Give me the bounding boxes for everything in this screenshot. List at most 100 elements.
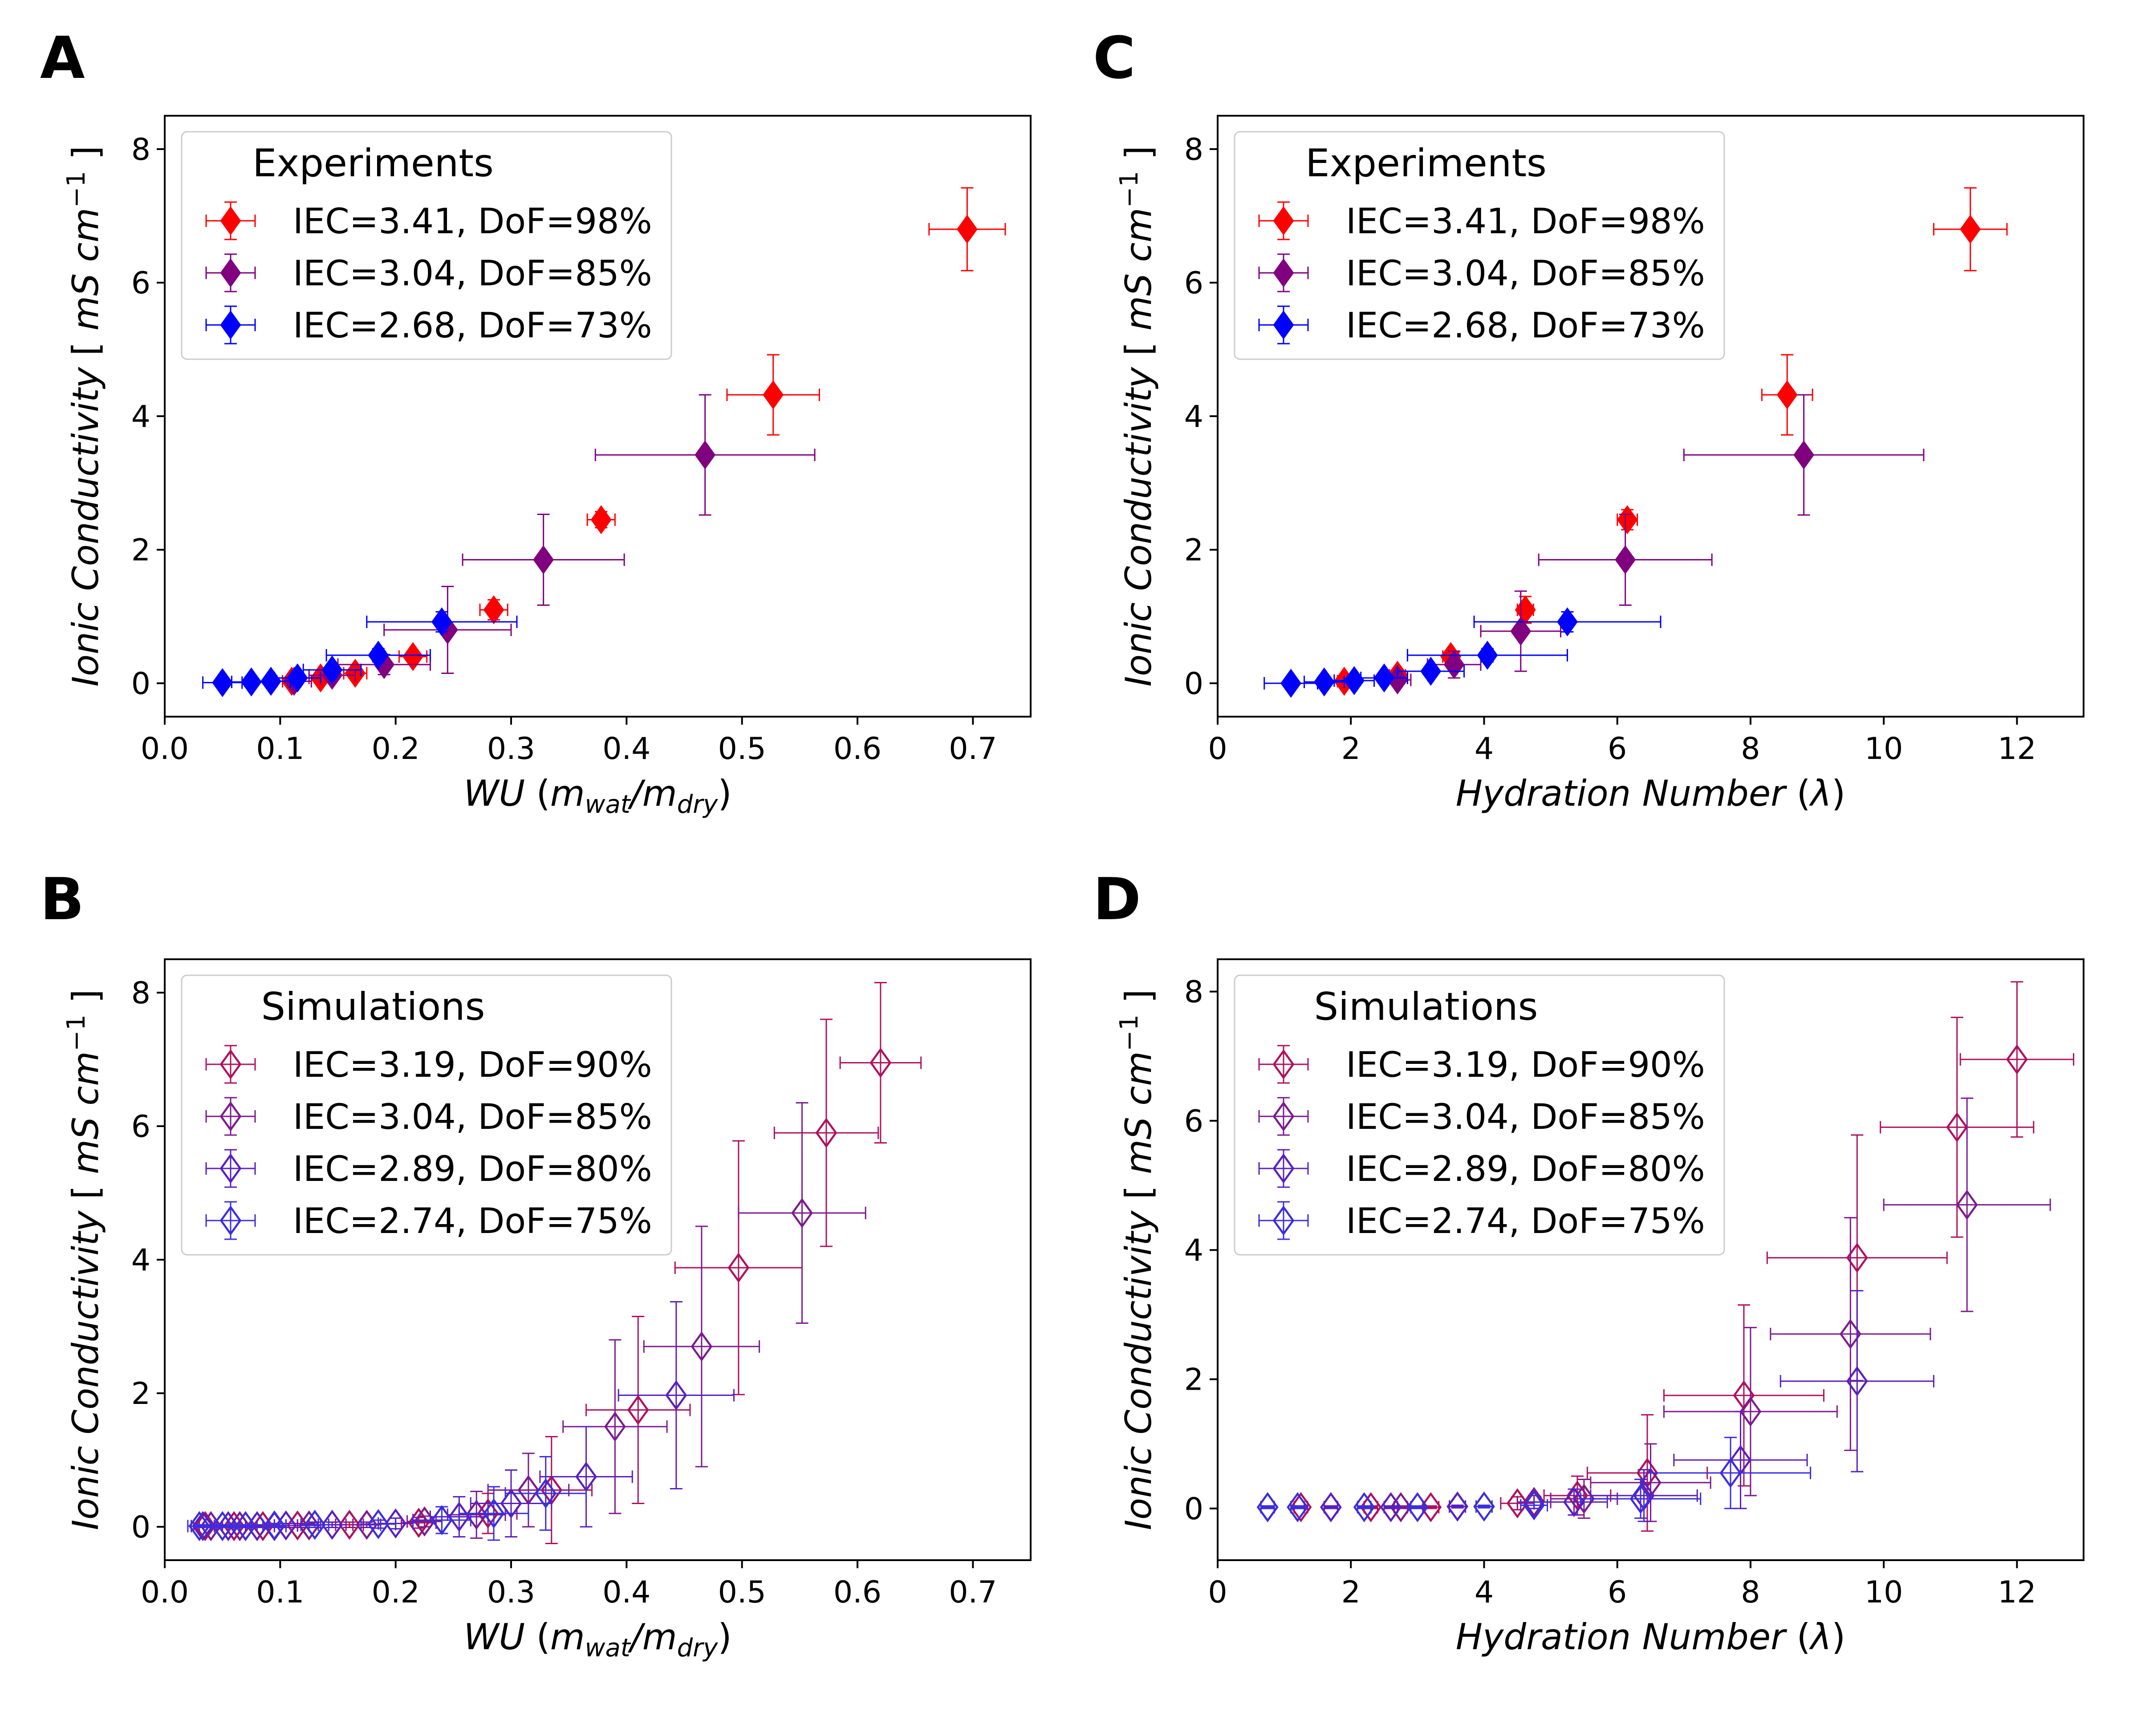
y-axis-label: Ionic Conductivity [ mS cm−1 ] (1115, 146, 1159, 686)
legend-entry: IEC=3.04, DoF=85% (205, 253, 652, 294)
legend: Simulations IEC=3.19, DoF=90% IEC=3.04, Do… (1234, 974, 1725, 1256)
x-tick-label: 0.1 (256, 1575, 304, 1610)
data-point (1523, 1490, 1545, 1521)
legend-entry: IEC=3.04, DoF=85% (205, 1097, 652, 1137)
panel-letter: B (40, 865, 84, 933)
legend-marker (220, 258, 241, 288)
series-2 (1383, 394, 1925, 695)
data-point (1353, 1492, 1375, 1522)
x-tick-label: 0.0 (141, 731, 189, 767)
data-point (1313, 667, 1335, 697)
y-tick-label: 2 (1184, 533, 1203, 568)
data-point (535, 1478, 557, 1509)
x-tick-label: 8 (1741, 731, 1760, 767)
legend-entry: IEC=2.89, DoF=80% (1258, 1149, 1705, 1189)
chart-panel-d: D 0 2 4 6 8 10 12 0 2 4 6 8 Hydration Number (λ) Ionic… (1093, 865, 2084, 1658)
legend-marker (219, 1153, 242, 1184)
data-point (590, 505, 612, 535)
data-point (212, 668, 233, 698)
y-tick-label: 8 (131, 132, 150, 167)
x-tick-label: 0.4 (602, 1575, 650, 1610)
legend-entry: IEC=3.41, DoF=98% (1258, 201, 1705, 242)
data-point (1390, 1492, 1412, 1522)
x-tick-label: 0.4 (602, 731, 650, 767)
data-point (1406, 1492, 1429, 1522)
data-point (1719, 1458, 1742, 1488)
chart-panel-b: B 0.0 0.1 0.2 0.3 0.4 0.5 0.6 0.7 0 2 4 6 8 WU (mwat/m… (40, 865, 1032, 1663)
legend-label: IEC=3.19, DoF=90% (293, 1045, 652, 1085)
chart-panel-a: A 0.0 0.1 0.2 0.3 0.4 0.5 0.6 0.7 0 2 4 6 8 WU (mwat/m… (40, 24, 1032, 819)
y-tick-label: 4 (1184, 1233, 1203, 1268)
y-tick-label: 4 (131, 399, 150, 434)
series-3 (191, 1301, 735, 1541)
series-4 (1256, 1436, 1812, 1522)
data-point (1477, 641, 1498, 670)
legend-label: IEC=2.68, DoF=73% (1346, 306, 1705, 346)
y-tick-label: 0 (131, 666, 150, 702)
data-point (727, 1253, 750, 1283)
plot-frame (1217, 958, 2084, 1561)
y-tick-label: 8 (1184, 132, 1203, 167)
legend: Experiments IEC=3.41, DoF=98% IEC=3.04, Do… (1234, 131, 1725, 360)
y-axis-label: Ionic Conductivity [ mS cm−1 ] (1115, 989, 1159, 1530)
data-point (1380, 1492, 1402, 1522)
y-tick-label: 0 (1184, 666, 1203, 702)
x-tick-label: 2 (1341, 731, 1361, 767)
data-point (304, 1509, 326, 1540)
data-point (763, 380, 784, 410)
x-tick-label: 0.3 (487, 731, 535, 767)
y-tick-label: 2 (131, 1376, 150, 1412)
x-tick-label: 0.2 (372, 731, 420, 767)
data-point (1793, 440, 1815, 470)
data-point (604, 1412, 626, 1442)
x-tick-label: 0 (1208, 731, 1227, 767)
data-point (665, 1380, 687, 1411)
x-axis-label: Hydration Number (λ) (1456, 773, 1845, 814)
legend-label: IEC=3.19, DoF=90% (1346, 1045, 1705, 1085)
data-point (1615, 545, 1636, 575)
legend-marker (1272, 1101, 1295, 1132)
legend-entry: IEC=3.04, DoF=85% (1258, 253, 1705, 294)
data-point (321, 655, 343, 685)
series-2 (276, 394, 816, 696)
data-point (1557, 607, 1578, 637)
legend-entry: IEC=2.68, DoF=73% (205, 305, 652, 346)
x-axis-label: WU (mwat/mdry) (463, 1616, 731, 1663)
data-point (368, 641, 389, 670)
data-point (465, 1500, 488, 1530)
x-tick-label: 8 (1741, 1575, 1760, 1610)
legend-marker (219, 1101, 242, 1132)
series-2 (1320, 1097, 2051, 1522)
data-point (385, 1508, 407, 1539)
data-point (1510, 617, 1532, 646)
y-tick-label: 4 (131, 1243, 150, 1278)
y-tick-label: 6 (131, 1109, 150, 1144)
data-point (211, 1511, 234, 1541)
x-tick-label: 0.7 (949, 731, 997, 767)
y-tick-label: 8 (1184, 975, 1203, 1010)
legend-marker (220, 206, 241, 235)
x-tick-label: 0.5 (718, 1575, 766, 1610)
legend-marker (220, 310, 241, 340)
data-point (188, 1511, 211, 1541)
data-point (1776, 380, 1798, 410)
series-3 (1256, 1290, 1934, 1522)
x-tick-label: 0 (1208, 1575, 1227, 1610)
x-tick-label: 2 (1341, 1575, 1361, 1610)
legend-entry: IEC=3.41, DoF=98% (205, 201, 652, 242)
data-point (192, 1511, 214, 1541)
y-tick-label: 6 (1184, 266, 1203, 301)
legend: Experiments IEC=3.41, DoF=98% IEC=3.04, Do… (181, 131, 672, 360)
legend-label: IEC=2.74, DoF=75% (293, 1201, 652, 1241)
x-tick-label: 0.0 (141, 1575, 189, 1610)
x-axis-label: Hydration Number (λ) (1456, 1616, 1845, 1658)
data-point (431, 1505, 453, 1535)
legend-marker (1273, 310, 1294, 340)
legend-entry: IEC=3.04, DoF=85% (1258, 1097, 1705, 1137)
data-point (1617, 505, 1638, 535)
series-3 (202, 607, 518, 698)
data-point (869, 1047, 892, 1078)
data-point (1256, 1492, 1279, 1522)
data-point (956, 215, 978, 244)
x-tick-label: 0.5 (718, 731, 766, 767)
